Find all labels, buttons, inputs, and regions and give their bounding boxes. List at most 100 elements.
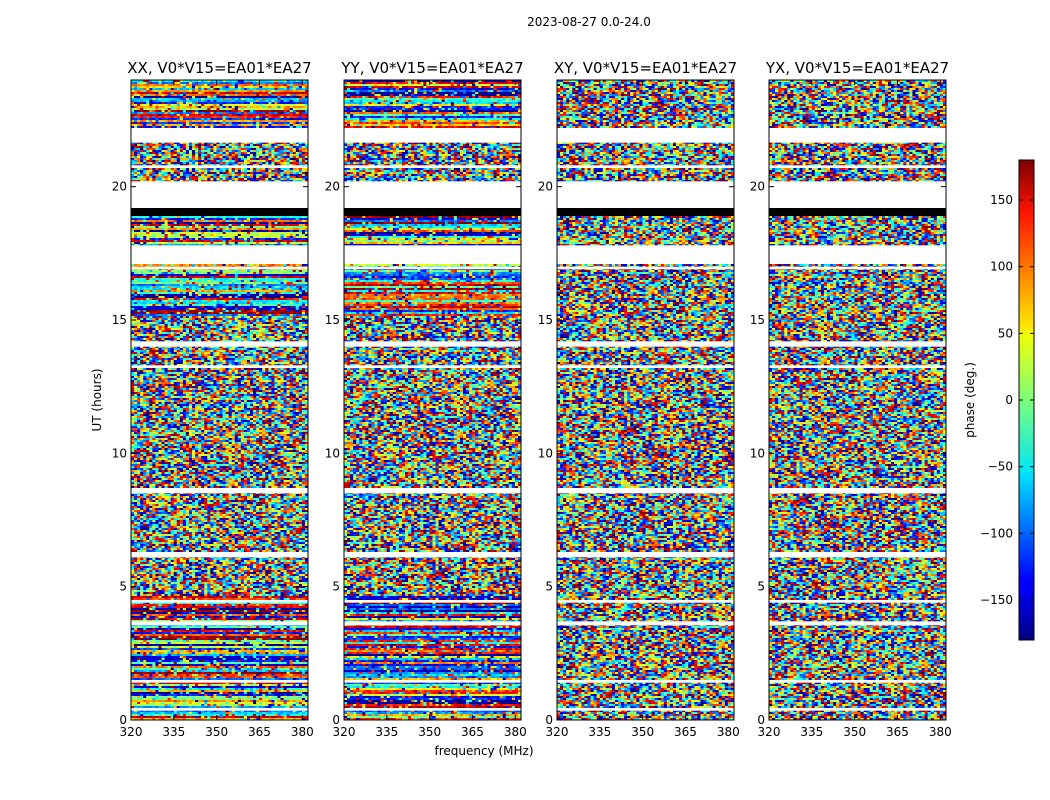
- flagged-gap: [769, 708, 946, 711]
- black-band: [769, 208, 946, 216]
- x-tick-label: 365: [248, 725, 271, 739]
- panel-title: XY, V0*V15=EA01*EA27: [554, 59, 737, 77]
- flagged-gap: [344, 267, 521, 270]
- flagged-gap: [557, 365, 734, 368]
- panel-image: [344, 80, 521, 720]
- x-tick-label: 335: [800, 725, 823, 739]
- flagged-gap: [344, 708, 521, 711]
- panels: XX, V0*V15=EA01*EA27 320 335 350 365 380 0 5 10 1…: [112, 59, 952, 739]
- x-tick-label: 350: [205, 725, 228, 739]
- flagged-gap: [769, 365, 946, 368]
- x-tick-label: 365: [461, 725, 484, 739]
- flagged-gap: [769, 245, 946, 264]
- panel-image: [769, 80, 946, 720]
- x-tick-label: 365: [886, 725, 909, 739]
- flagged-gap: [344, 680, 521, 683]
- flagged-gap: [344, 245, 521, 264]
- x-tick-label: 320: [333, 725, 356, 739]
- flagged-gap: [344, 128, 521, 143]
- x-tick-label: 320: [758, 725, 781, 739]
- flagged-gap: [557, 165, 734, 168]
- flagged-gap: [557, 128, 734, 143]
- x-axis-label: frequency (MHz): [434, 744, 533, 758]
- black-band: [344, 208, 521, 216]
- flagged-gap: [344, 165, 521, 168]
- flagged-gap: [344, 621, 521, 625]
- x-tick-label: 335: [162, 725, 185, 739]
- y-tick-label: 5: [757, 580, 765, 594]
- flagged-gap: [557, 267, 734, 270]
- flagged-gap: [557, 181, 734, 208]
- x-tick-label: 320: [120, 725, 143, 739]
- x-tick-label: 380: [291, 725, 314, 739]
- flagged-gap: [131, 181, 308, 208]
- x-tick-label: 380: [504, 725, 527, 739]
- flagged-gap: [344, 365, 521, 368]
- y-tick-label: 5: [545, 580, 553, 594]
- y-tick-label: 10: [112, 446, 127, 460]
- flagged-gap: [769, 680, 946, 683]
- y-tick-label: 15: [112, 313, 127, 327]
- flagged-gap: [131, 552, 308, 557]
- x-tick-label: 335: [588, 725, 611, 739]
- flagged-gap: [344, 488, 521, 493]
- colorbar-tick-label: −150: [980, 593, 1013, 607]
- panel-title: YX, V0*V15=EA01*EA27: [765, 59, 949, 77]
- flagged-gap: [131, 267, 308, 270]
- flagged-gap: [131, 708, 308, 711]
- y-tick-label: 20: [325, 180, 340, 194]
- y-tick-label: 20: [750, 180, 765, 194]
- flagged-gap: [769, 165, 946, 168]
- panel-title: YY, V0*V15=EA01*EA27: [340, 59, 523, 77]
- flagged-gap: [769, 181, 946, 208]
- flagged-gap: [557, 680, 734, 683]
- flagged-gap: [344, 341, 521, 346]
- panel-image: [131, 80, 308, 720]
- colorbar-tick-label: −50: [988, 460, 1013, 474]
- x-tick-label: 365: [674, 725, 697, 739]
- x-tick-label: 350: [418, 725, 441, 739]
- colorbar-tick-label: 100: [990, 260, 1013, 274]
- y-tick-label: 10: [750, 446, 765, 460]
- flagged-gap: [344, 181, 521, 208]
- flagged-gap: [131, 680, 308, 683]
- y-tick-label: 15: [538, 313, 553, 327]
- y-tick-label: 0: [332, 713, 340, 727]
- y-tick-label: 0: [545, 713, 553, 727]
- flagged-gap: [131, 128, 308, 143]
- x-tick-label: 380: [929, 725, 952, 739]
- x-tick-label: 350: [631, 725, 654, 739]
- y-tick-label: 0: [119, 713, 127, 727]
- y-tick-label: 10: [325, 446, 340, 460]
- flagged-gap: [131, 488, 308, 493]
- flagged-gap: [557, 245, 734, 264]
- x-tick-label: 335: [375, 725, 398, 739]
- y-tick-label: 5: [332, 580, 340, 594]
- panel-image: [557, 80, 734, 720]
- y-tick-label: 0: [757, 713, 765, 727]
- y-tick-label: 20: [112, 180, 127, 194]
- flagged-gap: [769, 552, 946, 557]
- flagged-gap: [131, 165, 308, 168]
- flagged-gap: [557, 488, 734, 493]
- flagged-gap: [557, 708, 734, 711]
- flagged-gap: [557, 552, 734, 557]
- colorbar-tick-label: −100: [980, 526, 1013, 540]
- colorbar-tick-label: 0: [1005, 393, 1013, 407]
- flagged-gap: [769, 600, 946, 603]
- flagged-gap: [344, 600, 521, 603]
- colorbar-tick-label: 150: [990, 193, 1013, 207]
- x-tick-label: 320: [546, 725, 569, 739]
- colorbar-label: phase (deg.): [963, 362, 977, 438]
- panel-title: XX, V0*V15=EA01*EA27: [127, 59, 311, 77]
- flagged-gap: [769, 488, 946, 493]
- flagged-gap: [769, 267, 946, 270]
- flagged-gap: [557, 600, 734, 603]
- flagged-gap: [769, 341, 946, 346]
